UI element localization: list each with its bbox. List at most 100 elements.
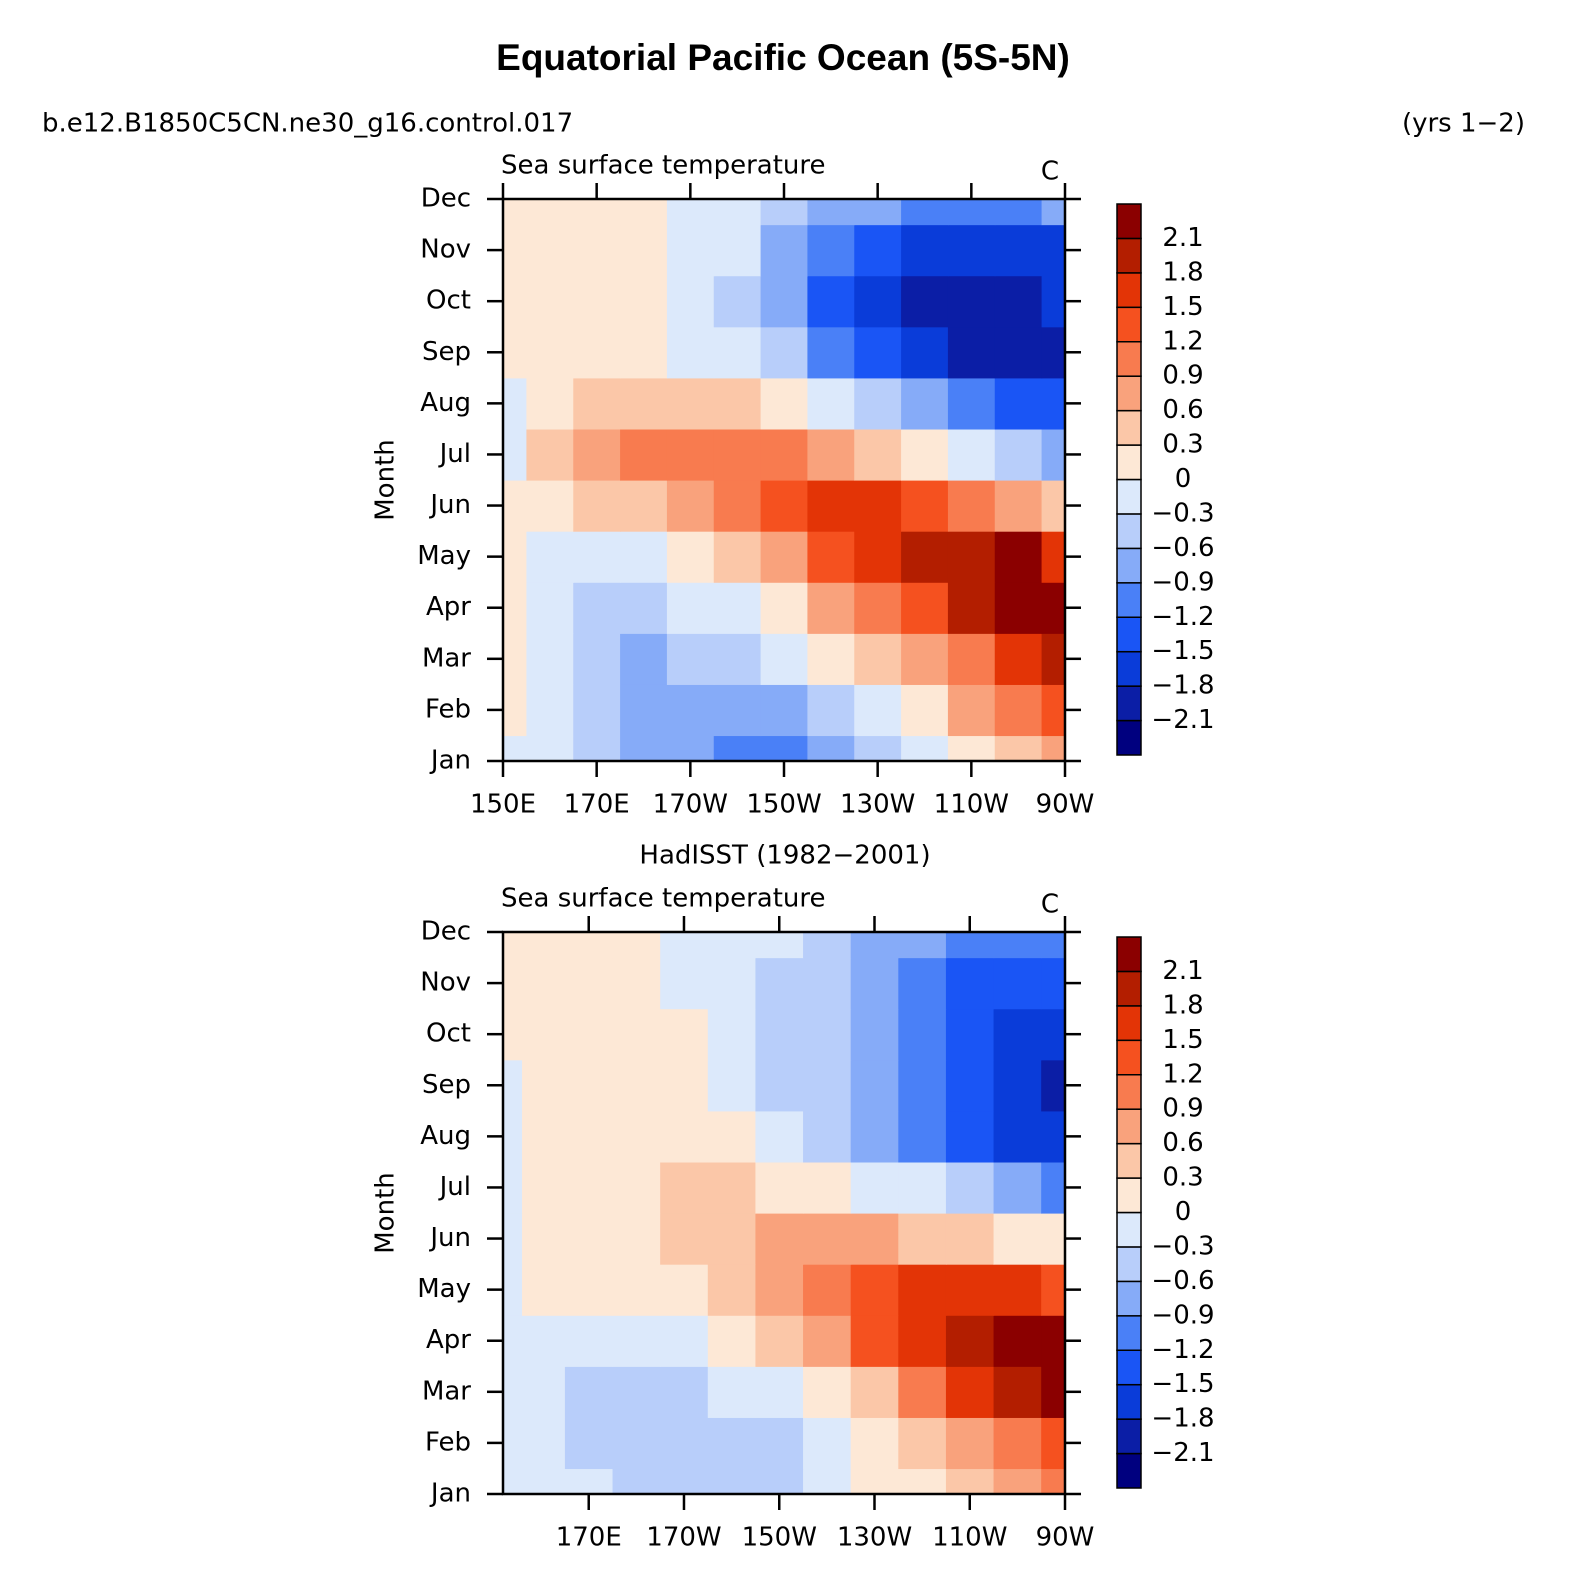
contour-cell bbox=[760, 326, 809, 379]
y-axis-label: Month bbox=[371, 439, 401, 521]
case-name: b.e12.B1850C5CN.ne30_g16.control.017 bbox=[42, 109, 573, 139]
contour-cell bbox=[993, 1417, 1042, 1470]
contour-cell bbox=[564, 1264, 614, 1316]
contour-cell bbox=[503, 1110, 523, 1163]
contour-cell bbox=[898, 957, 947, 1010]
contour-cell bbox=[898, 1213, 947, 1265]
contour-cell bbox=[522, 1161, 566, 1214]
contour-cell bbox=[760, 684, 809, 737]
colorbar-label: −1.5 bbox=[1151, 636, 1214, 666]
contour-cell bbox=[612, 932, 661, 959]
contour-cell bbox=[666, 224, 715, 277]
y-tick-label: May bbox=[417, 541, 471, 571]
contour-cell bbox=[945, 1008, 995, 1061]
colorbar-box bbox=[1116, 582, 1142, 618]
contour-cell bbox=[564, 1161, 614, 1214]
contour-cell bbox=[1041, 957, 1066, 1010]
contour-cell bbox=[993, 1059, 1042, 1112]
colorbar-label: 1.2 bbox=[1162, 326, 1203, 356]
contour-cell bbox=[760, 275, 809, 328]
colorbar-box bbox=[1116, 306, 1142, 343]
colorbar-label: 0 bbox=[1175, 1197, 1192, 1227]
contour-cell bbox=[755, 1110, 804, 1163]
y-tick-label: Feb bbox=[425, 1427, 471, 1457]
contour-cell bbox=[803, 1468, 852, 1495]
colorbar-box bbox=[1116, 1039, 1142, 1076]
contour-cell bbox=[947, 633, 996, 685]
contour-cell bbox=[807, 633, 855, 685]
contour-cell bbox=[1041, 684, 1066, 737]
x-tick-label: 170W bbox=[646, 1523, 721, 1553]
x-tick-label: 90W bbox=[1036, 790, 1095, 820]
contour-cell bbox=[666, 735, 715, 762]
contour-cell bbox=[945, 957, 995, 1010]
y-tick-label: Jun bbox=[428, 490, 471, 520]
contour-cell bbox=[803, 1417, 852, 1470]
contour-cell bbox=[612, 1161, 661, 1214]
contour-cell bbox=[522, 1264, 566, 1316]
x-tick-label: 150W bbox=[742, 1523, 817, 1553]
contour-cell bbox=[1041, 480, 1066, 532]
colorbar-label: −1.2 bbox=[1151, 1335, 1214, 1365]
y-tick-label: Jan bbox=[429, 1479, 471, 1509]
contour-cell bbox=[898, 1417, 947, 1470]
contour-cell bbox=[898, 1264, 947, 1316]
contour-cell bbox=[1041, 1366, 1066, 1418]
x-tick-label: 110W bbox=[932, 1523, 1007, 1553]
contour-cell bbox=[573, 480, 621, 532]
colorbar-box bbox=[1116, 970, 1142, 1007]
contour-cell bbox=[807, 684, 855, 737]
y-tick-label: Oct bbox=[426, 286, 471, 316]
contour-cell bbox=[901, 377, 949, 430]
contour-cell bbox=[573, 428, 621, 481]
contour-cell bbox=[522, 1059, 566, 1112]
x-tick-label: 130W bbox=[837, 1523, 912, 1553]
contour-cell bbox=[947, 684, 996, 737]
contour-cell bbox=[503, 1264, 523, 1316]
contour-cell bbox=[994, 326, 1043, 379]
contour-cell bbox=[564, 1213, 614, 1265]
contour-cell bbox=[994, 633, 1043, 685]
contour-cell bbox=[755, 1417, 804, 1470]
contour-cell bbox=[994, 531, 1043, 583]
contour-cell bbox=[526, 377, 574, 430]
contour-cell bbox=[803, 1213, 852, 1265]
contour-cell bbox=[660, 1468, 709, 1495]
contour-cell bbox=[760, 224, 809, 277]
contour-cell bbox=[666, 633, 715, 685]
colorbar-label: 1.2 bbox=[1162, 1059, 1203, 1089]
contour-cell bbox=[503, 199, 528, 226]
contour-cell bbox=[1041, 275, 1066, 328]
colorbar-label: 0.3 bbox=[1162, 1163, 1203, 1193]
contour-cell bbox=[564, 1315, 614, 1367]
contour-cell bbox=[526, 275, 574, 328]
colorbar-box bbox=[1116, 616, 1142, 653]
contour-cell bbox=[898, 1110, 947, 1163]
contour-cell bbox=[994, 275, 1043, 328]
colorbar-label: 1.5 bbox=[1162, 1025, 1203, 1055]
contour-cell bbox=[660, 957, 709, 1010]
colorbar-label: 0.9 bbox=[1162, 361, 1203, 391]
colorbar-label: 2.1 bbox=[1162, 223, 1203, 253]
contour-cell bbox=[993, 932, 1042, 959]
contour-cell bbox=[807, 735, 855, 762]
contour-cell bbox=[713, 531, 762, 583]
contour-cell bbox=[854, 326, 902, 379]
contour-cell bbox=[713, 480, 762, 532]
contour-cell bbox=[803, 1110, 852, 1163]
contour-cell bbox=[707, 957, 757, 1010]
contour-cell bbox=[760, 199, 809, 226]
contour-cell bbox=[503, 326, 528, 379]
y-tick-label: Jul bbox=[438, 1172, 471, 1202]
contour-cell bbox=[807, 480, 855, 532]
contour-cell bbox=[854, 377, 902, 430]
colorbar-label: 0.6 bbox=[1162, 395, 1203, 425]
contour-cell bbox=[713, 428, 762, 481]
contour-cell bbox=[850, 1417, 899, 1470]
contour-cell bbox=[620, 582, 668, 634]
y-tick-label: Mar bbox=[422, 1376, 471, 1406]
contour-cell bbox=[898, 1161, 947, 1214]
contour-cell bbox=[660, 1161, 709, 1214]
contour-cell bbox=[850, 1008, 899, 1061]
contour-cell bbox=[707, 932, 757, 959]
